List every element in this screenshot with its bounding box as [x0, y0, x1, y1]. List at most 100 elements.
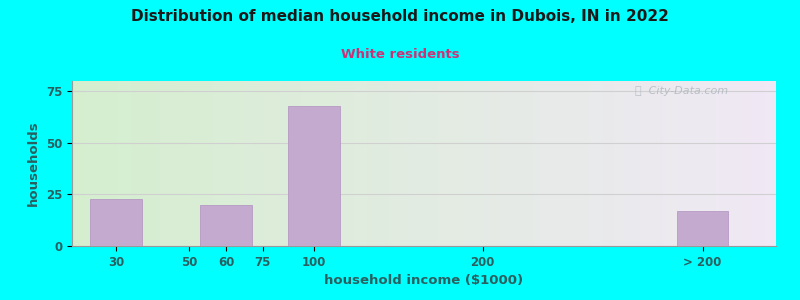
Y-axis label: households: households: [27, 121, 40, 206]
Bar: [389, 81, 392, 246]
Bar: [738, 81, 741, 246]
Bar: [491, 81, 494, 246]
Bar: [758, 81, 762, 246]
Bar: [280, 81, 283, 246]
Bar: [146, 81, 150, 246]
Bar: [97, 81, 100, 246]
Bar: [431, 81, 434, 246]
Bar: [547, 81, 550, 246]
Bar: [698, 81, 702, 246]
Bar: [638, 81, 642, 246]
Bar: [135, 81, 139, 246]
Bar: [392, 81, 396, 246]
Bar: [445, 81, 449, 246]
Bar: [505, 81, 509, 246]
Bar: [163, 81, 167, 246]
Bar: [294, 81, 298, 246]
X-axis label: household income ($1000): household income ($1000): [325, 274, 523, 287]
Bar: [702, 81, 706, 246]
Bar: [200, 205, 252, 246]
Bar: [593, 81, 597, 246]
Bar: [544, 81, 547, 246]
Bar: [195, 81, 198, 246]
Bar: [558, 81, 562, 246]
Bar: [537, 81, 540, 246]
Bar: [554, 81, 558, 246]
Bar: [371, 81, 374, 246]
Bar: [653, 81, 656, 246]
Bar: [266, 81, 269, 246]
Bar: [104, 81, 107, 246]
Bar: [512, 81, 515, 246]
Bar: [170, 81, 174, 246]
Bar: [72, 81, 75, 246]
Bar: [603, 81, 607, 246]
Bar: [674, 81, 678, 246]
Bar: [582, 81, 586, 246]
Bar: [213, 81, 216, 246]
Bar: [185, 81, 188, 246]
Bar: [526, 81, 530, 246]
Bar: [614, 81, 618, 246]
Bar: [720, 81, 723, 246]
Bar: [618, 81, 621, 246]
Bar: [350, 81, 354, 246]
Bar: [509, 81, 512, 246]
Bar: [333, 81, 336, 246]
Bar: [241, 81, 245, 246]
Bar: [167, 81, 170, 246]
Bar: [442, 81, 445, 246]
Text: Distribution of median household income in Dubois, IN in 2022: Distribution of median household income …: [131, 9, 669, 24]
Bar: [540, 81, 544, 246]
Bar: [107, 81, 110, 246]
Bar: [378, 81, 382, 246]
Bar: [462, 81, 466, 246]
Bar: [470, 81, 474, 246]
Bar: [773, 81, 776, 246]
Bar: [572, 81, 575, 246]
Text: White residents: White residents: [341, 48, 459, 61]
Bar: [459, 81, 462, 246]
Bar: [339, 81, 343, 246]
Bar: [374, 81, 378, 246]
Bar: [206, 81, 210, 246]
Bar: [273, 81, 276, 246]
Bar: [487, 81, 491, 246]
Bar: [153, 81, 157, 246]
Bar: [550, 81, 554, 246]
Bar: [234, 81, 238, 246]
Bar: [691, 81, 695, 246]
Bar: [635, 81, 638, 246]
Bar: [90, 81, 93, 246]
Bar: [245, 81, 248, 246]
Bar: [730, 81, 734, 246]
Bar: [466, 81, 470, 246]
Bar: [575, 81, 579, 246]
Bar: [132, 81, 135, 246]
Bar: [726, 81, 730, 246]
Bar: [533, 81, 537, 246]
Bar: [198, 81, 202, 246]
Bar: [361, 81, 364, 246]
Bar: [755, 81, 758, 246]
Bar: [427, 81, 431, 246]
Bar: [139, 81, 142, 246]
Text: ⓘ  City-Data.com: ⓘ City-Data.com: [635, 86, 728, 96]
Bar: [688, 81, 691, 246]
Bar: [565, 81, 568, 246]
Bar: [315, 81, 318, 246]
Bar: [304, 81, 308, 246]
Bar: [396, 81, 399, 246]
Bar: [75, 81, 79, 246]
Bar: [86, 81, 90, 246]
Bar: [110, 81, 114, 246]
Bar: [288, 106, 340, 246]
Bar: [174, 81, 178, 246]
Bar: [621, 81, 625, 246]
Bar: [628, 81, 632, 246]
Bar: [522, 81, 526, 246]
Bar: [276, 81, 280, 246]
Bar: [346, 81, 350, 246]
Bar: [82, 81, 86, 246]
Bar: [716, 81, 720, 246]
